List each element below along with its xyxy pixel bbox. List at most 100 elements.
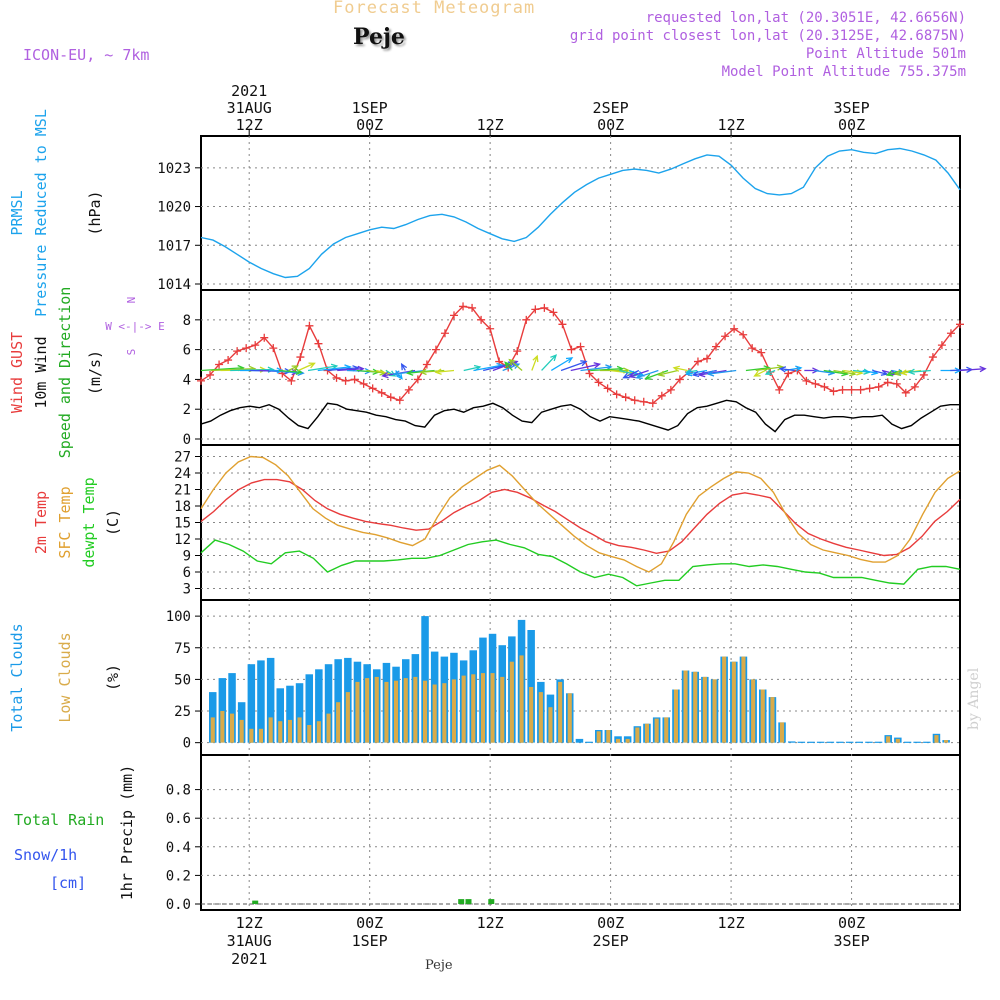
low-cloud-bar bbox=[722, 656, 727, 743]
pressure-unit: (hPa) bbox=[86, 190, 104, 235]
total-cloud-bar bbox=[209, 692, 217, 743]
temp-unit: (C) bbox=[104, 509, 122, 536]
total-cloud-bar bbox=[286, 685, 294, 743]
gust-marker bbox=[874, 382, 883, 391]
sfc-temp-label: SFC Temp bbox=[56, 486, 74, 558]
total-cloud-bar bbox=[923, 741, 931, 743]
wind-direction-label: Speed and Direction bbox=[56, 287, 74, 459]
low-cloud-bar bbox=[287, 719, 292, 743]
low-cloud-bar bbox=[934, 735, 939, 743]
rain-bar bbox=[458, 899, 465, 904]
low-cloud-bar bbox=[307, 725, 312, 743]
gust-marker bbox=[314, 339, 323, 348]
low-cloud-bar bbox=[423, 680, 428, 743]
gust-marker bbox=[748, 344, 757, 353]
gust-marker bbox=[937, 341, 946, 350]
y-tick-label-clouds: 75 bbox=[174, 641, 191, 657]
wind-direction-arrow bbox=[590, 368, 623, 372]
gust-marker bbox=[459, 302, 468, 311]
gust-marker bbox=[802, 376, 811, 385]
top-time-label: 2SEP bbox=[593, 99, 629, 117]
low-cloud-bar bbox=[374, 676, 379, 743]
y-tick-label-clouds: 100 bbox=[166, 609, 191, 625]
wind-arrowhead bbox=[550, 354, 558, 362]
wind-direction-arrow bbox=[658, 369, 678, 376]
gust-marker bbox=[910, 382, 919, 391]
wind-arrowhead bbox=[388, 370, 397, 377]
rain-bar bbox=[465, 899, 472, 904]
wind-arrowhead bbox=[419, 368, 427, 376]
y-tick-label-temperature: 27 bbox=[174, 450, 191, 466]
low-cloud-bar bbox=[365, 678, 370, 743]
low-cloud-bar bbox=[760, 689, 765, 743]
snow-unit: [cm] bbox=[50, 874, 86, 892]
total-cloud-bar bbox=[585, 741, 593, 743]
y-tick-label-temperature: 18 bbox=[174, 499, 191, 515]
gust-marker bbox=[450, 311, 458, 320]
gust-marker bbox=[784, 369, 793, 378]
wind-direction-arrow bbox=[504, 361, 513, 371]
total-cloud-bar bbox=[913, 741, 921, 743]
wind-direction-arrow bbox=[278, 369, 302, 373]
low-cloud-bar bbox=[394, 680, 399, 743]
low-cloud-bar bbox=[616, 738, 621, 743]
panel-frame-wind bbox=[200, 289, 961, 446]
wind-direction-arrow bbox=[843, 369, 863, 374]
gust-marker bbox=[233, 347, 242, 356]
wind-arrowhead bbox=[508, 358, 516, 366]
total-cloud-bar bbox=[527, 630, 535, 743]
wind-arrowhead bbox=[622, 372, 630, 379]
wind-arrowhead bbox=[434, 368, 442, 375]
total-cloud-bar bbox=[855, 741, 863, 743]
wind-direction-arrow bbox=[755, 366, 783, 372]
wind-direction-arrow bbox=[708, 369, 737, 375]
wind-arrowhead bbox=[706, 370, 715, 377]
wind-direction-arrow bbox=[852, 369, 870, 373]
total-cloud-bar bbox=[276, 688, 284, 743]
gust-marker bbox=[856, 385, 865, 394]
temp-2m-line bbox=[200, 478, 961, 557]
snow-label: Snow/1h bbox=[14, 846, 77, 864]
low-cloud-bar bbox=[519, 655, 524, 743]
low-cloud-bar bbox=[451, 679, 456, 743]
low-cloud-bar bbox=[345, 692, 350, 743]
wind-speed-line bbox=[200, 399, 960, 433]
wind-arrowhead bbox=[308, 362, 316, 369]
wind-direction-arrow bbox=[645, 369, 669, 380]
compass-north: N bbox=[125, 297, 138, 304]
low-cloud-bar bbox=[606, 730, 611, 743]
low-cloud-bar bbox=[529, 687, 534, 743]
low-cloud-bar bbox=[432, 684, 437, 743]
gust-marker bbox=[197, 376, 205, 385]
y-tick-label-precip: 0.0 bbox=[166, 897, 191, 913]
y-tick-label-clouds: 50 bbox=[174, 672, 191, 688]
wind-direction-arrow bbox=[210, 368, 255, 372]
wind-direction-arrow bbox=[823, 369, 848, 375]
gust-marker bbox=[440, 329, 449, 338]
gust-marker bbox=[558, 320, 567, 329]
total-cloud-bar bbox=[845, 741, 854, 743]
low-cloud-bar bbox=[249, 728, 254, 743]
total-cloud-bar bbox=[797, 741, 806, 743]
total-cloud-bar bbox=[865, 741, 873, 743]
bottom-time-label: 12Z bbox=[477, 914, 504, 932]
wind-arrowhead bbox=[753, 370, 761, 377]
gust-marker bbox=[513, 347, 522, 356]
low-cloud-bar bbox=[509, 661, 514, 743]
wind-direction-arrow bbox=[745, 367, 770, 372]
wind-arrowhead bbox=[381, 371, 389, 379]
low-cloud-bar bbox=[567, 693, 572, 743]
y-tick-label-temperature: 12 bbox=[174, 532, 191, 548]
wind-arrowhead bbox=[763, 365, 771, 372]
bottom-time-label: 00Z bbox=[356, 914, 383, 932]
wind-direction-arrow bbox=[560, 360, 587, 372]
low-cloud-bar bbox=[944, 740, 949, 743]
y-tick-label-wind: 0 bbox=[183, 432, 191, 448]
low-cloud-bar bbox=[886, 736, 891, 743]
y-tick-label-pressure: 1023 bbox=[157, 161, 191, 177]
bottom-time-label: 00Z bbox=[838, 914, 865, 932]
top-time-label: 00Z bbox=[838, 116, 865, 134]
wind-direction-arrow bbox=[623, 369, 640, 379]
gust-marker bbox=[269, 344, 278, 353]
